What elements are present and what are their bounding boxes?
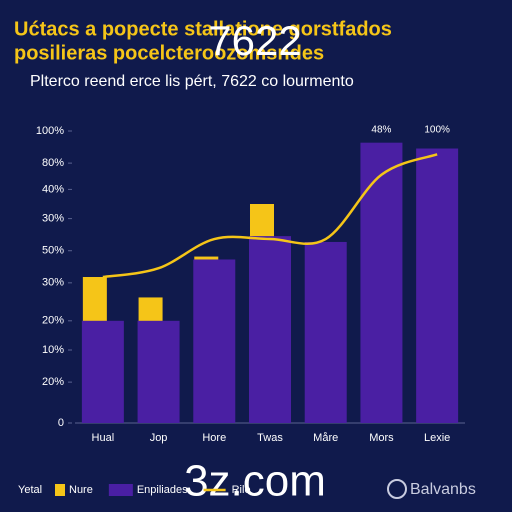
legend-swatch bbox=[108, 484, 133, 496]
bar bbox=[137, 320, 180, 423]
legend-label: Enpiliades bbox=[137, 484, 188, 496]
legend-label: Nure bbox=[69, 484, 93, 496]
y-tick-label: 30% bbox=[42, 277, 64, 289]
x-tick-label: Twas bbox=[257, 432, 283, 444]
y-tick-label: 100% bbox=[36, 125, 64, 137]
chart-title-line: posilieras pocelcteroozomsndes bbox=[14, 42, 324, 64]
bar bbox=[193, 259, 236, 423]
bar bbox=[81, 320, 124, 423]
bar bbox=[304, 241, 347, 423]
annotation: 100% bbox=[424, 125, 450, 136]
x-tick-label: Hual bbox=[92, 432, 115, 444]
annotation: 48% bbox=[371, 125, 391, 136]
y-tick-label: 10% bbox=[42, 344, 64, 356]
legend-swatch bbox=[55, 484, 65, 496]
chart-subtitle: Plterco reend erce lis pért, 7622 co lou… bbox=[30, 73, 354, 90]
legend-title: Yetal bbox=[18, 484, 42, 496]
x-tick-label: Hore bbox=[202, 432, 226, 444]
bar bbox=[360, 142, 403, 423]
x-tick-label: Måre bbox=[313, 432, 338, 444]
brand: Balvanbs bbox=[410, 481, 476, 498]
x-tick-label: Lexie bbox=[424, 432, 450, 444]
x-tick-label: Jop bbox=[150, 432, 168, 444]
y-tick-label: 20% bbox=[42, 376, 64, 388]
y-tick-label: 30% bbox=[42, 213, 64, 225]
watermark: 7622 bbox=[208, 17, 301, 64]
y-tick-label: 40% bbox=[42, 183, 64, 195]
x-tick-label: Mors bbox=[369, 432, 394, 444]
watermark: 3z.com bbox=[184, 457, 326, 506]
y-tick-label: 80% bbox=[42, 157, 64, 169]
y-tick-label: 0 bbox=[58, 417, 64, 429]
y-tick-label: 20% bbox=[42, 315, 64, 327]
chart-title: Ućtacs a popecte stallatione gorstfados bbox=[14, 18, 392, 40]
bar bbox=[249, 236, 291, 423]
legend-label: Rile bbox=[232, 484, 251, 496]
y-tick-label: 50% bbox=[42, 245, 64, 257]
line bbox=[102, 153, 438, 279]
brand-logo bbox=[387, 479, 407, 499]
bar bbox=[416, 148, 459, 423]
